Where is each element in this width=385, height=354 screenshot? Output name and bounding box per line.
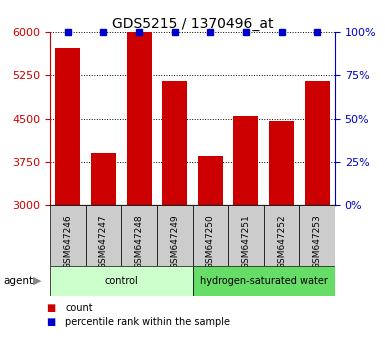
Bar [305,81,330,205]
Text: GSM647248: GSM647248 [135,214,144,269]
Text: percentile rank within the sample: percentile rank within the sample [65,317,231,327]
Text: GSM647246: GSM647246 [64,214,72,269]
Bar [50,205,85,266]
Bar [233,116,258,205]
Bar [192,266,335,296]
Text: ■: ■ [46,303,55,313]
Text: GSM647252: GSM647252 [277,214,286,269]
Text: agent: agent [4,275,34,286]
Bar [91,153,116,205]
Text: GSM647247: GSM647247 [99,214,108,269]
Bar [55,48,80,205]
Title: GDS5215 / 1370496_at: GDS5215 / 1370496_at [112,17,273,31]
Bar [264,205,300,266]
Bar [121,205,157,266]
Bar [198,156,223,205]
Bar [228,205,264,266]
Bar [162,81,187,205]
Bar [157,205,192,266]
Text: GSM647250: GSM647250 [206,214,215,269]
Bar [300,205,335,266]
Text: ■: ■ [46,317,55,327]
Bar [85,205,121,266]
Text: GSM647253: GSM647253 [313,214,321,269]
Text: GSM647249: GSM647249 [170,214,179,269]
Bar [269,121,294,205]
Text: GSM647251: GSM647251 [241,214,250,269]
Bar [127,32,152,205]
Text: hydrogen-saturated water: hydrogen-saturated water [200,275,328,286]
Text: ▶: ▶ [33,275,41,286]
Bar [192,205,228,266]
Bar [50,266,192,296]
Text: count: count [65,303,93,313]
Text: control: control [104,275,138,286]
